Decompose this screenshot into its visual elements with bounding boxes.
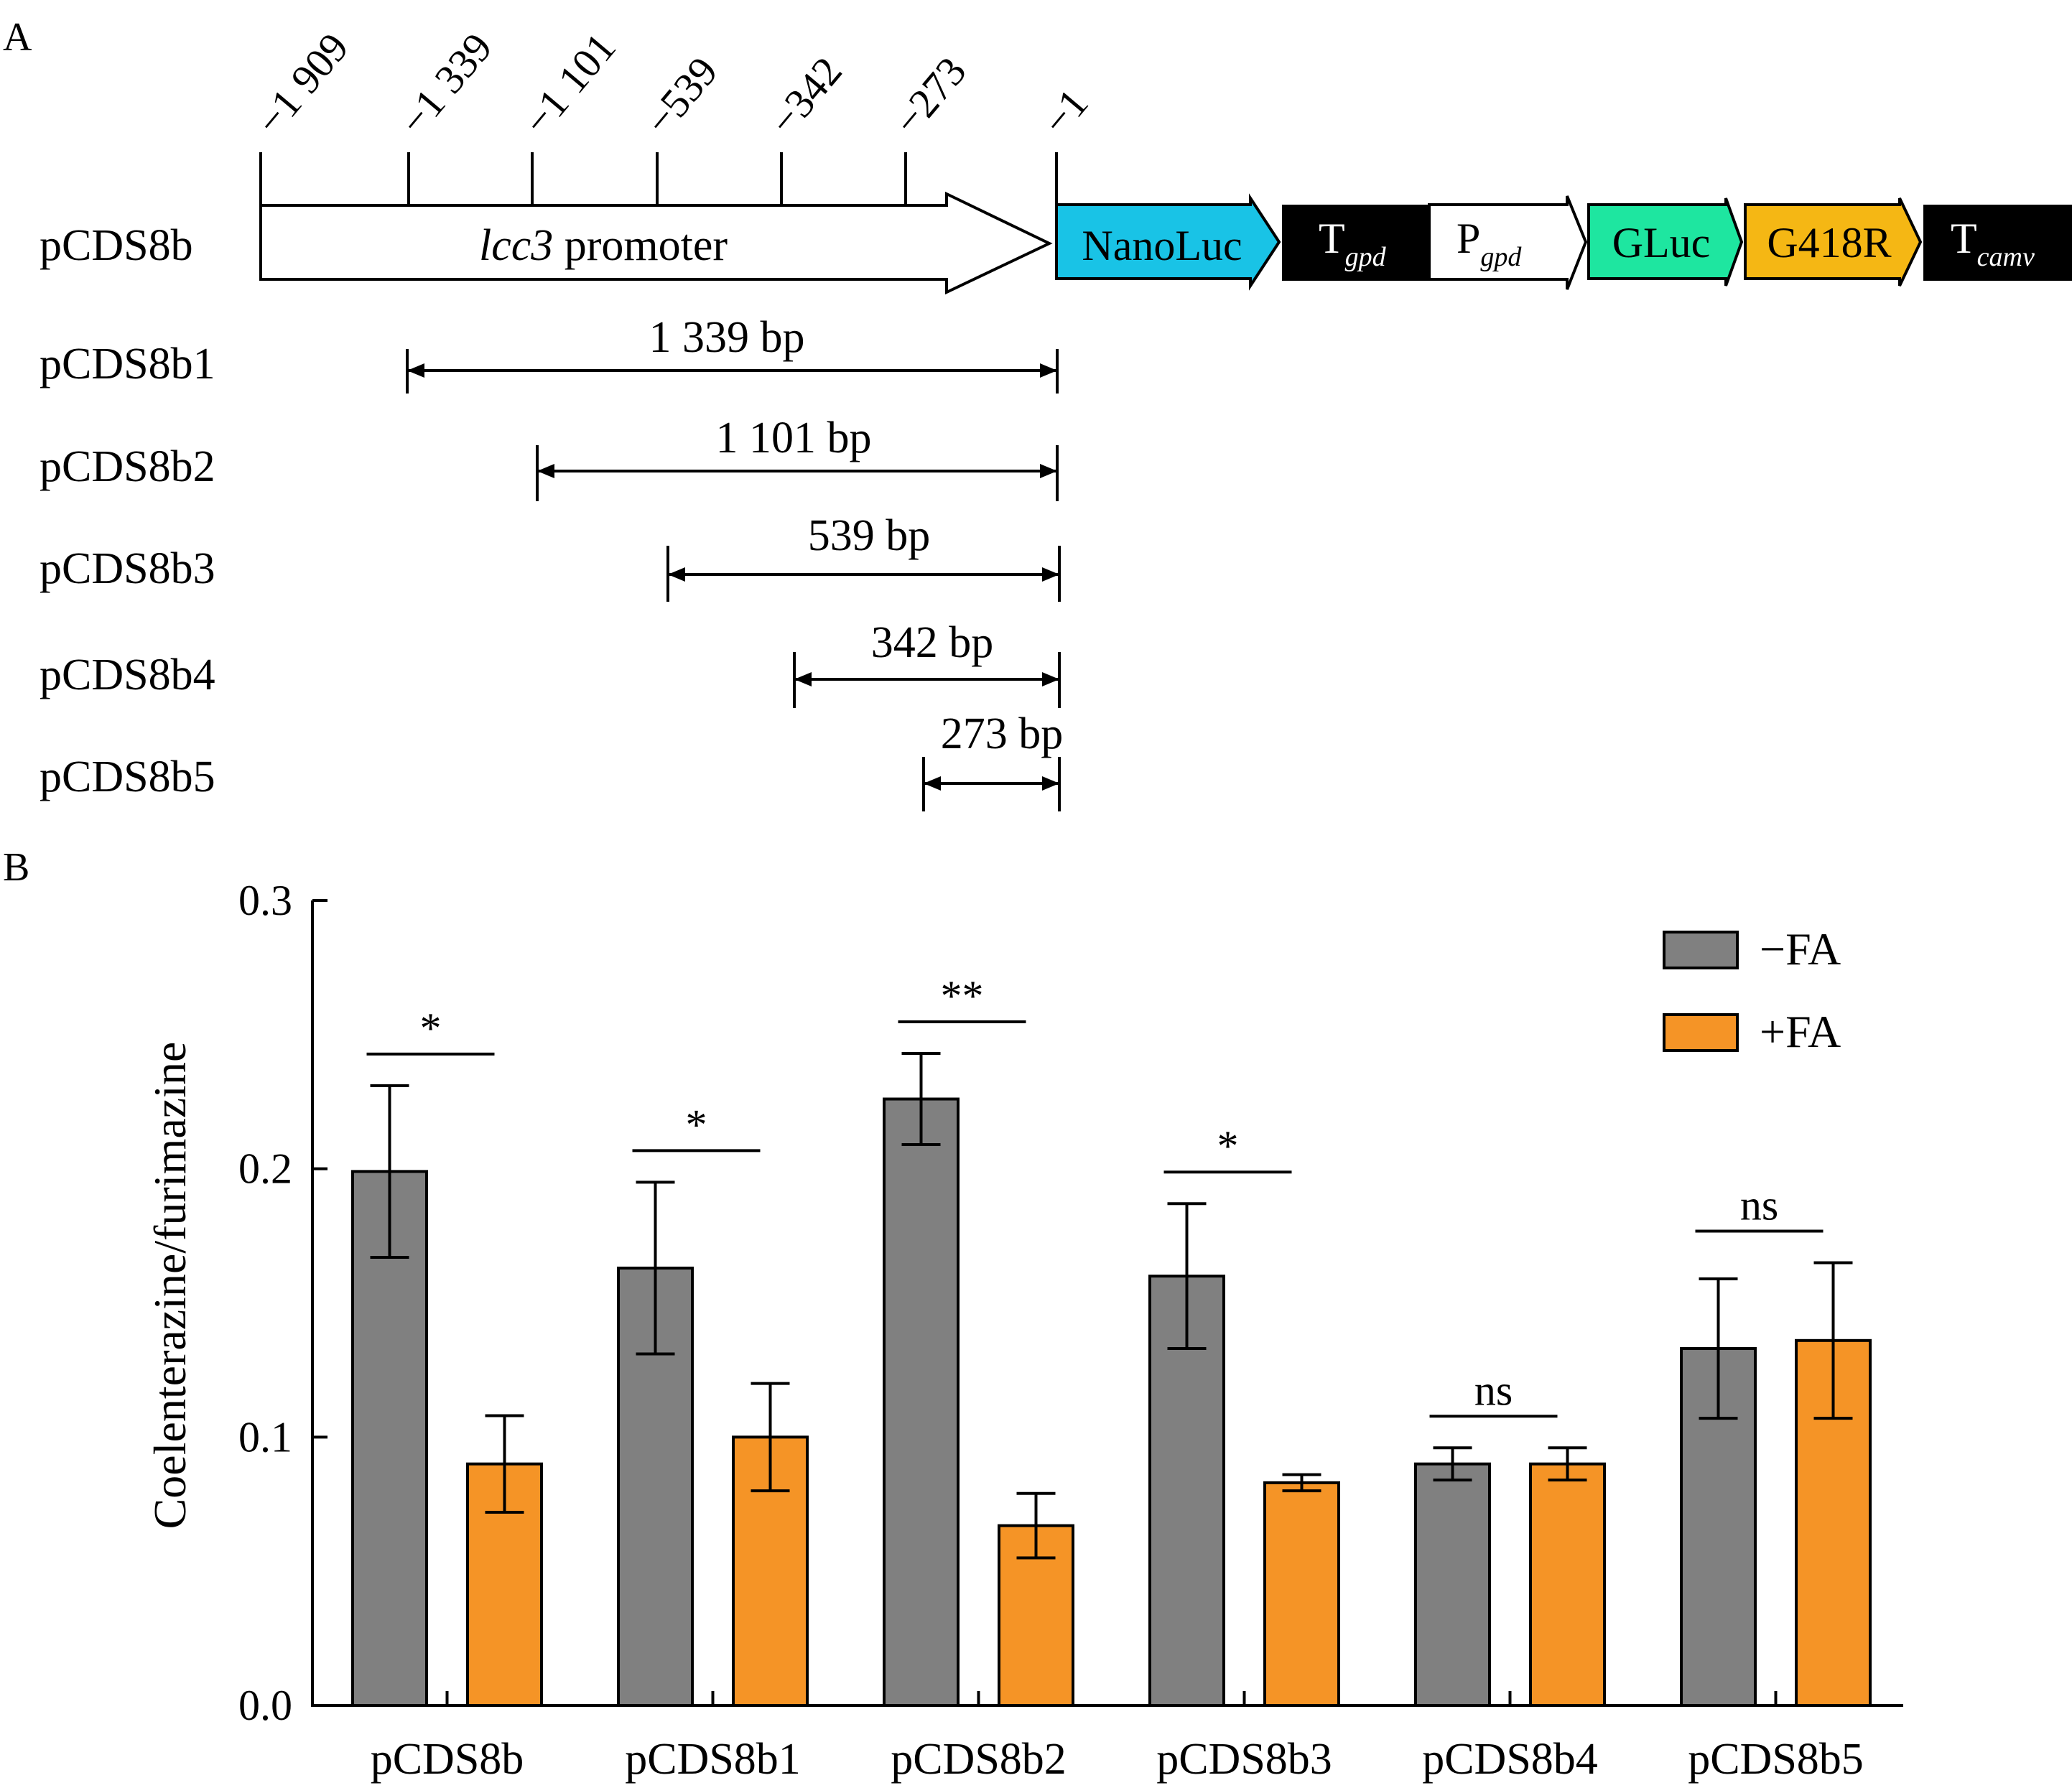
nanoluc-arrow xyxy=(1055,193,1281,291)
panel-a-label: A xyxy=(3,15,32,60)
promoter-suffix: promoter xyxy=(553,221,728,270)
gluc-label: GLuc xyxy=(1612,219,1711,266)
deletion-arrowhead xyxy=(924,776,941,791)
deletion-arrowhead xyxy=(1040,363,1057,378)
tgpd-terminator-box xyxy=(1282,205,1428,281)
legend: −FA +FA xyxy=(1663,923,1841,1057)
legend-swatch-plus-fa xyxy=(1663,1013,1739,1052)
x-tick-label: pCDS8b2 xyxy=(891,1735,1067,1784)
legend-label-minus-fa: −FA xyxy=(1760,923,1841,974)
position-label: −539 xyxy=(636,48,727,144)
tcamv-terminator-box xyxy=(1923,205,2072,281)
bar-minus-fa xyxy=(883,1097,960,1707)
deletion-length: 539 bp xyxy=(808,511,931,560)
deletion-length: 1 339 bp xyxy=(649,313,805,362)
pgpd-subscript: gpd xyxy=(1480,242,1522,272)
construct-map: pCDS8b lcc3 promoter NanoLuc Tgpd Pgpd G… xyxy=(40,191,2072,295)
promoter-arrow xyxy=(259,191,1053,295)
panel-b-label: B xyxy=(3,845,29,890)
y-axis-label: Coelenterazine/furimazine xyxy=(144,1042,195,1529)
deletion-arrowhead xyxy=(1042,567,1059,582)
deletion-length: 342 bp xyxy=(871,618,994,667)
x-tick-label: pCDS8b xyxy=(371,1735,524,1784)
deletion-length: 273 bp xyxy=(941,709,1064,758)
y-axis-ticks: 0.0 0.1 0.2 0.3 xyxy=(238,877,327,1729)
deletion-arrowhead xyxy=(794,672,812,686)
panel-b: B Coelenterazine/furimazine 0.0 0.1 0.2 0.3… xyxy=(3,845,1903,1784)
pgpd-promoter-arrow xyxy=(1428,195,1588,290)
x-tick-label: pCDS8b5 xyxy=(1688,1735,1864,1784)
deletion-arrowhead xyxy=(1040,464,1057,478)
position-label: −1 xyxy=(1033,80,1097,144)
gluc-arrow xyxy=(1587,197,1744,287)
significance-label: * xyxy=(686,1101,707,1148)
pgpd-letter: P xyxy=(1457,215,1480,262)
deletion-arrowhead xyxy=(407,363,424,378)
bar-minus-fa xyxy=(1414,1462,1491,1707)
tgpd-label: Tgpd xyxy=(1319,215,1387,272)
promoter-label: lcc3 promoter xyxy=(479,221,728,270)
bars-layer xyxy=(351,1097,1872,1708)
position-markers: −1 909 −1 339 −1 101 −539 −342 −273 −1 xyxy=(246,24,1097,207)
x-tick-label: pCDS8b1 xyxy=(625,1735,801,1784)
position-label: −273 xyxy=(884,48,975,144)
deletion-name: pCDS8b3 xyxy=(40,544,215,593)
bar-minus-fa xyxy=(1680,1347,1757,1707)
x-tick-label: pCDS8b3 xyxy=(1156,1735,1332,1784)
significance-label: * xyxy=(1217,1122,1239,1170)
x-tick-label: pCDS8b4 xyxy=(1422,1735,1598,1784)
deletion-length: 1 101 bp xyxy=(716,414,872,462)
tcamv-letter: T xyxy=(1951,215,1977,262)
error-bars-layer xyxy=(370,1051,1853,1560)
deletion-arrowhead xyxy=(1042,776,1059,791)
g418r-arrow xyxy=(1744,197,1923,287)
bar-plus-fa xyxy=(1263,1481,1340,1708)
position-label: −1 909 xyxy=(246,24,358,144)
tgpd-subscript: gpd xyxy=(1345,242,1387,272)
deletion-name: pCDS8b2 xyxy=(40,442,215,491)
position-label: −1 339 xyxy=(390,24,501,144)
deletion-name: pCDS8b5 xyxy=(40,753,215,801)
deletion-name: pCDS8b1 xyxy=(40,340,215,388)
deletion-arrowhead xyxy=(668,567,685,582)
deletion-name: pCDS8b4 xyxy=(40,651,215,699)
deletion-arrowhead xyxy=(537,464,554,478)
nanoluc-label: NanoLuc xyxy=(1082,222,1242,269)
tcamv-label: Tcamv xyxy=(1951,215,2035,272)
y-tick-label: 0.2 xyxy=(238,1145,292,1193)
y-tick-label: 0.1 xyxy=(238,1413,292,1461)
g418r-label: G418R xyxy=(1767,219,1891,266)
tgpd-letter: T xyxy=(1319,215,1345,262)
significance-label: ** xyxy=(941,972,984,1020)
tcamv-subscript: camv xyxy=(1977,242,2035,272)
panel-a: A −1 909 −1 339 −1 101 −539 −342 −273 −1… xyxy=(3,15,2072,811)
deletion-constructs: pCDS8b1 1 339 bp pCDS8b2 1 101 bp pCDS8b… xyxy=(40,313,1063,811)
bar-minus-fa xyxy=(351,1170,428,1707)
legend-label-plus-fa: +FA xyxy=(1760,1006,1841,1057)
significance-label: * xyxy=(420,1005,442,1052)
legend-swatch-minus-fa xyxy=(1663,931,1739,969)
significance-label: ns xyxy=(1474,1366,1513,1414)
promoter-gene-name: lcc3 xyxy=(479,221,553,270)
position-label: −342 xyxy=(760,48,851,144)
construct-name: pCDS8b xyxy=(40,221,193,270)
deletion-arrowhead xyxy=(1042,672,1059,686)
x-axis-ticks: pCDS8b pCDS8b1 pCDS8b2 pCDS8b3 pCDS8b4 pCDS8b… xyxy=(371,1691,1864,1784)
bar-plus-fa xyxy=(1529,1462,1606,1707)
y-tick-label: 0.0 xyxy=(238,1682,292,1729)
significance-label: ns xyxy=(1740,1181,1778,1229)
y-tick-label: 0.3 xyxy=(238,877,292,924)
position-label: −1 101 xyxy=(514,24,625,144)
pgpd-label: Pgpd xyxy=(1457,215,1522,272)
